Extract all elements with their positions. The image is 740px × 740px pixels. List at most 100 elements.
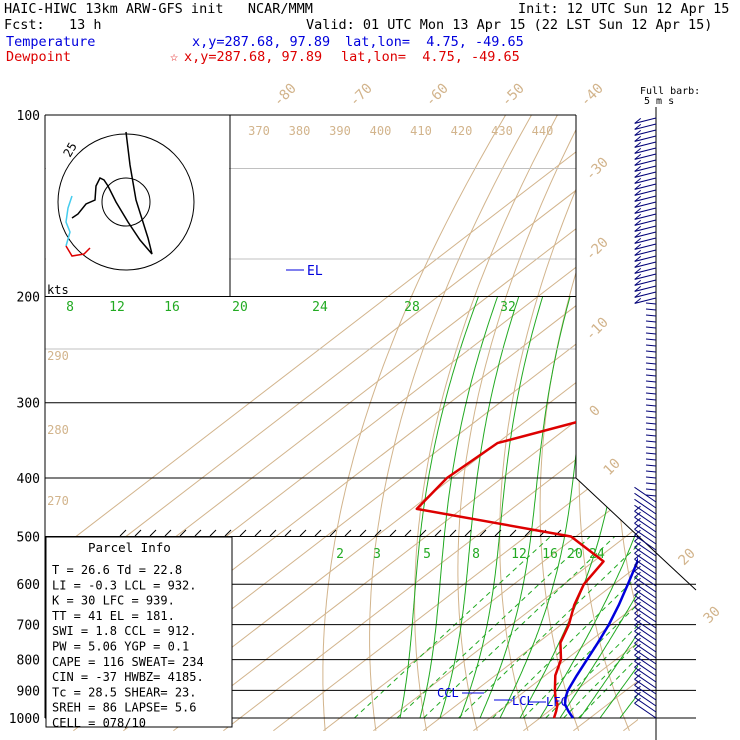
isotherm-line <box>523 115 638 732</box>
isotherm-tick-label: -80 <box>271 81 300 110</box>
freezing-hatch-mark <box>359 529 367 537</box>
wind-barb-feather <box>634 577 641 584</box>
wind-barb <box>634 654 657 671</box>
wind-barb-feather <box>634 148 642 154</box>
wind-barb <box>634 213 657 220</box>
wind-barb <box>634 666 657 683</box>
pressure-tick-label: 600 <box>17 578 40 593</box>
theta-tick-label: 390 <box>329 124 351 138</box>
isotherm-tick-label: -30 <box>583 155 612 184</box>
hodograph-trace-surface <box>65 245 91 257</box>
moist-adiabat-label: 12 <box>109 300 125 315</box>
parcel-info-row: LI = -0.3 LCL = 932. <box>52 578 197 592</box>
freezing-hatch-mark <box>464 529 472 537</box>
wind-barb <box>634 498 657 515</box>
el-label: EL <box>307 264 323 279</box>
temperature-legend-latlon: lat,lon= 4.75, -49.65 <box>345 34 524 50</box>
freezing-hatch-mark <box>404 529 412 537</box>
wind-barb-feather <box>634 250 642 256</box>
wind-barbs: Full barb:5 m s <box>634 86 700 740</box>
freezing-hatch-mark <box>254 529 262 537</box>
isotherm-tick-label: -70 <box>347 81 376 110</box>
wind-barb <box>634 285 657 292</box>
frame-corner <box>575 477 639 537</box>
wind-barb <box>645 326 657 329</box>
wind-barb <box>645 314 657 317</box>
freezing-hatch-mark <box>479 529 487 537</box>
wind-barb <box>634 189 657 196</box>
wind-barb <box>634 237 657 244</box>
freezing-hatch-mark <box>494 529 502 537</box>
mixing-ratio-line <box>578 536 638 719</box>
wind-barb-feather <box>634 160 642 166</box>
theta-tick-label: 280 <box>47 423 69 437</box>
parcel-info-row: SREH = 86 LAPSE= 5.6 <box>52 701 197 715</box>
parcel-info-row: K = 30 LFC = 939. <box>52 594 175 608</box>
wind-barb-feather <box>634 196 642 202</box>
hodograph-trace-low <box>65 195 73 247</box>
wind-barb <box>634 696 657 713</box>
mixing-ratio-label: 3 <box>373 547 381 562</box>
wind-barb <box>645 362 657 365</box>
parcel-info-row: CIN = -37 HWBZ= 4185. <box>52 670 204 684</box>
pressure-tick-label: 300 <box>17 397 40 412</box>
pressure-tick-label: 700 <box>17 619 40 634</box>
parcel-info-row: SWI = 1.8 CCL = 912. <box>52 624 197 638</box>
freezing-hatch-mark <box>239 529 247 537</box>
wind-barb-feather <box>634 673 641 680</box>
isotherm-line <box>623 115 638 732</box>
isotherm-line <box>45 115 638 732</box>
isotherm-line <box>723 87 740 730</box>
wind-barb <box>634 219 657 226</box>
wind-barb <box>645 356 657 359</box>
wind-barb-feather <box>634 142 642 148</box>
dewpoint-legend-label: Dewpoint <box>6 49 72 65</box>
wind-barb <box>634 588 657 605</box>
wind-barb-feather <box>634 262 642 268</box>
hodograph-inner-ring <box>101 177 151 227</box>
wind-barb <box>634 636 657 653</box>
wind-barb-feather <box>634 595 641 602</box>
wind-barb-feather <box>634 226 642 232</box>
wind-barb <box>645 422 657 425</box>
wind-barb <box>634 123 657 130</box>
parcel-info-box: Parcel Info T = 26.6 Td = 22.8LI = -0.3 L… <box>45 536 233 730</box>
wind-barb-feather <box>634 685 641 692</box>
wind-barb-feather <box>634 232 642 238</box>
wind-barb <box>645 380 657 383</box>
wind-barb <box>634 153 657 160</box>
moist-adiabat-label: 24 <box>312 300 328 315</box>
theta-tick-label: 290 <box>47 349 69 363</box>
wind-barb-feather <box>634 637 641 644</box>
mixing-ratio-line <box>354 536 551 719</box>
wind-barb <box>645 476 657 479</box>
wind-barb-feather <box>634 643 641 650</box>
wind-barb <box>634 117 657 124</box>
wind-barb-feather <box>634 553 641 560</box>
theta-tick-label: 420 <box>451 124 473 138</box>
wind-barb-feather <box>634 208 642 214</box>
wind-barb <box>634 594 657 611</box>
wind-barb <box>645 332 657 335</box>
dry-adiabat-line <box>369 115 548 731</box>
wind-barb <box>645 368 657 371</box>
isotherm-line <box>473 115 638 732</box>
dry-adiabats <box>322 115 638 732</box>
wind-barb <box>634 642 657 659</box>
wind-barb <box>634 195 657 202</box>
mixing-ratio-line <box>563 536 638 719</box>
wind-barb-feather <box>634 298 642 304</box>
mixing-ratio-line <box>492 536 638 719</box>
wind-barb <box>634 516 657 533</box>
wind-barb <box>634 678 657 695</box>
temperature-legend-xy: x,y=287.68, 97.89 <box>192 34 331 50</box>
wind-barb-feather <box>634 214 642 220</box>
wind-barb <box>634 135 657 142</box>
wind-barb <box>634 672 657 689</box>
wind-barb-feather <box>634 619 641 626</box>
wind-barb <box>634 243 657 250</box>
wind-barb <box>634 279 657 286</box>
wind-barb-feather <box>634 178 642 184</box>
